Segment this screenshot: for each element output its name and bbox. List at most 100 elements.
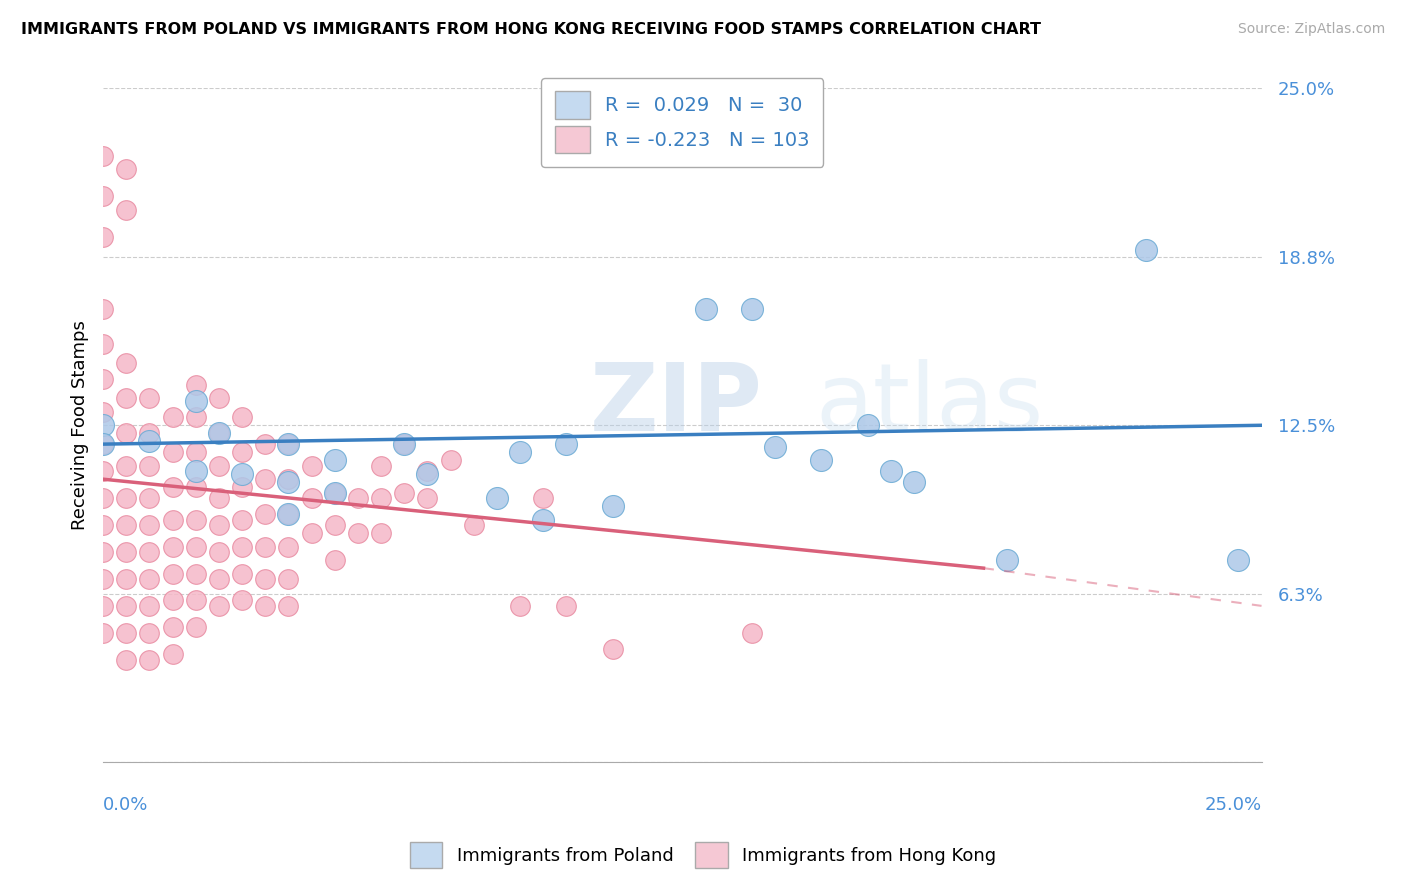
Point: [1227, 553, 1250, 567]
Point: [184, 593, 207, 607]
Legend: Immigrants from Poland, Immigrants from Hong Kong: Immigrants from Poland, Immigrants from …: [399, 831, 1007, 879]
Point: [531, 513, 554, 527]
Point: [184, 513, 207, 527]
Point: [254, 540, 277, 554]
Point: [91, 418, 114, 433]
Point: [91, 572, 114, 586]
Point: [91, 437, 114, 451]
Point: [138, 653, 160, 667]
Point: [115, 202, 138, 217]
Point: [162, 620, 184, 634]
Point: [208, 426, 231, 441]
Point: [115, 426, 138, 441]
Point: [91, 464, 114, 478]
Point: [810, 453, 832, 467]
Point: [162, 648, 184, 662]
Point: [463, 518, 485, 533]
Point: [208, 545, 231, 559]
Point: [695, 302, 717, 317]
Point: [115, 545, 138, 559]
Legend: R =  0.029   N =  30, R = -0.223   N = 103: R = 0.029 N = 30, R = -0.223 N = 103: [541, 78, 824, 167]
Point: [138, 572, 160, 586]
Point: [277, 507, 299, 521]
Point: [277, 472, 299, 486]
Point: [91, 599, 114, 613]
Point: [184, 464, 207, 478]
Point: [115, 599, 138, 613]
Point: [91, 518, 114, 533]
Point: [91, 372, 114, 386]
Point: [231, 566, 253, 581]
Point: [277, 475, 299, 489]
Point: [509, 445, 531, 459]
Point: [162, 593, 184, 607]
Point: [254, 507, 277, 521]
Point: [208, 599, 231, 613]
Text: atlas: atlas: [815, 359, 1043, 451]
Point: [323, 485, 346, 500]
Point: [138, 625, 160, 640]
Point: [394, 437, 416, 451]
Point: [741, 302, 763, 317]
Point: [184, 394, 207, 409]
Point: [115, 458, 138, 473]
Point: [115, 162, 138, 177]
Point: [323, 485, 346, 500]
Point: [184, 410, 207, 425]
Point: [648, 33, 671, 47]
Text: Source: ZipAtlas.com: Source: ZipAtlas.com: [1237, 22, 1385, 37]
Point: [184, 566, 207, 581]
Point: [184, 480, 207, 494]
Point: [91, 437, 114, 451]
Point: [1135, 243, 1157, 257]
Point: [208, 458, 231, 473]
Point: [370, 491, 392, 505]
Point: [602, 642, 624, 657]
Point: [440, 453, 463, 467]
Point: [138, 392, 160, 406]
Point: [323, 518, 346, 533]
Point: [208, 491, 231, 505]
Point: [277, 540, 299, 554]
Point: [531, 491, 554, 505]
Point: [115, 356, 138, 370]
Point: [254, 572, 277, 586]
Point: [880, 464, 903, 478]
Y-axis label: Receiving Food Stamps: Receiving Food Stamps: [72, 320, 89, 530]
Point: [91, 189, 114, 203]
Point: [763, 440, 786, 454]
Point: [277, 507, 299, 521]
Point: [162, 480, 184, 494]
Point: [370, 458, 392, 473]
Point: [394, 437, 416, 451]
Point: [115, 625, 138, 640]
Text: ZIP: ZIP: [589, 359, 762, 451]
Point: [162, 410, 184, 425]
Point: [231, 593, 253, 607]
Point: [138, 545, 160, 559]
Point: [138, 518, 160, 533]
Point: [277, 572, 299, 586]
Point: [91, 337, 114, 351]
Point: [208, 392, 231, 406]
Text: 0.0%: 0.0%: [103, 796, 149, 814]
Point: [184, 620, 207, 634]
Point: [231, 540, 253, 554]
Point: [115, 572, 138, 586]
Point: [91, 545, 114, 559]
Point: [301, 526, 323, 541]
Point: [115, 518, 138, 533]
Point: [138, 491, 160, 505]
Point: [91, 302, 114, 317]
Point: [323, 553, 346, 567]
Point: [162, 566, 184, 581]
Point: [277, 437, 299, 451]
Point: [91, 149, 114, 163]
Point: [394, 485, 416, 500]
Point: [138, 458, 160, 473]
Point: [301, 458, 323, 473]
Point: [91, 229, 114, 244]
Point: [555, 599, 578, 613]
Point: [903, 475, 925, 489]
Point: [208, 426, 231, 441]
